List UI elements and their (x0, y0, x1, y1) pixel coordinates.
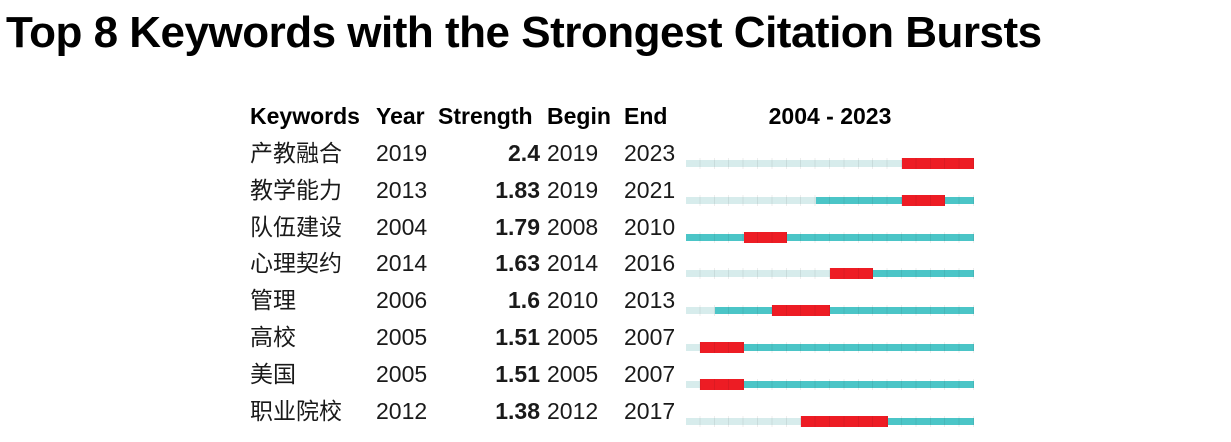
end-cell: 2016 (624, 250, 676, 277)
table-row: 教学能力 2013 1.83 2019 2021 (0, 174, 1231, 211)
table-header-row: Keywords Year Strength Begin End 2004 - … (0, 100, 1231, 137)
burst-segment (902, 158, 974, 169)
strength-cell: 1.79 (495, 213, 540, 240)
timeline-bar (686, 231, 974, 243)
begin-cell: 2008 (547, 213, 599, 240)
column-header-keywords: Keywords (250, 103, 360, 129)
begin-cell: 2010 (547, 287, 599, 314)
active-segment (686, 233, 744, 241)
keyword-cell: 职业院校 (250, 397, 342, 424)
active-segment (743, 344, 974, 351)
strength-cell: 1.51 (495, 360, 540, 387)
strength-cell: 1.83 (495, 176, 540, 203)
active-segment (945, 196, 974, 204)
keyword-cell: 管理 (250, 287, 296, 314)
active-segment (873, 270, 974, 278)
table-row: 高校 2005 1.51 2005 2007 (0, 321, 1231, 358)
inactive-segment (686, 196, 816, 204)
begin-cell: 2014 (547, 250, 599, 277)
inactive-segment (686, 307, 715, 315)
timeline-bar (686, 158, 974, 169)
inactive-segment (686, 270, 830, 278)
active-segment (815, 196, 902, 204)
year-cell: 2012 (376, 397, 428, 424)
column-header-end: End (624, 103, 668, 129)
strength-cell: 1.51 (495, 324, 540, 350)
column-header-year: Year (376, 103, 425, 129)
burst-segment (743, 231, 787, 243)
keyword-cell: 高校 (250, 324, 296, 350)
timeline-bar (686, 268, 974, 280)
burst-segment (700, 378, 744, 390)
table-row: 心理契约 2014 1.63 2014 2016 (0, 247, 1231, 284)
table-row: 美国 2005 1.51 2005 2007 (0, 358, 1231, 395)
year-cell: 2005 (376, 360, 428, 387)
inactive-segment (686, 380, 701, 388)
inactive-segment (686, 344, 701, 351)
keyword-cell: 教学能力 (250, 176, 342, 203)
begin-cell: 2019 (547, 140, 599, 166)
begin-cell: 2005 (547, 360, 599, 387)
keyword-cell: 队伍建设 (250, 213, 342, 240)
end-cell: 2007 (624, 360, 676, 387)
active-segment (714, 307, 773, 315)
begin-cell: 2019 (547, 176, 599, 203)
keyword-cell: 心理契约 (250, 250, 342, 277)
inactive-segment (686, 417, 802, 425)
begin-cell: 2012 (547, 397, 599, 424)
page-title: Top 8 Keywords with the Strongest Citati… (6, 8, 1042, 57)
active-segment (743, 380, 974, 388)
timeline-range-header: 2004 - 2023 (768, 103, 892, 129)
column-header-strength: Strength (438, 103, 533, 129)
end-cell: 2013 (624, 287, 676, 314)
end-cell: 2010 (624, 213, 676, 240)
timeline-bar (686, 378, 974, 390)
timeline-bar (686, 305, 974, 317)
timeline-bar (686, 194, 974, 206)
timeline-bar (686, 342, 974, 353)
burst-segment (902, 194, 946, 206)
table-row: 队伍建设 2004 1.79 2008 2010 (0, 211, 1231, 248)
active-segment (830, 307, 974, 315)
end-cell: 2017 (624, 397, 676, 424)
year-cell: 2014 (376, 250, 428, 277)
year-cell: 2004 (376, 213, 428, 240)
column-header-begin: Begin (547, 103, 611, 129)
end-cell: 2021 (624, 176, 676, 203)
strength-cell: 1.38 (495, 397, 540, 424)
burst-segment (700, 342, 744, 353)
keyword-cell: 产教融合 (250, 140, 342, 166)
table-row: 职业院校 2012 1.38 2012 2017 (0, 395, 1231, 432)
strength-cell: 1.63 (495, 250, 540, 277)
burst-segment (772, 305, 830, 317)
strength-cell: 2.4 (508, 140, 540, 166)
timeline-bar (686, 415, 974, 427)
strength-cell: 1.6 (508, 287, 540, 314)
inactive-segment (686, 160, 902, 167)
active-segment (887, 417, 974, 425)
table-row: 管理 2006 1.6 2010 2013 (0, 284, 1231, 321)
year-cell: 2006 (376, 287, 428, 314)
end-cell: 2023 (624, 140, 676, 166)
keyword-cell: 美国 (250, 360, 296, 387)
begin-cell: 2005 (547, 324, 599, 350)
year-cell: 2019 (376, 140, 428, 166)
table-row: 产教融合 2019 2.4 2019 2023 (0, 137, 1231, 174)
active-segment (786, 233, 974, 241)
burst-segment (801, 415, 888, 427)
year-cell: 2005 (376, 324, 428, 350)
end-cell: 2007 (624, 324, 676, 350)
burst-segment (830, 268, 874, 280)
year-cell: 2013 (376, 176, 428, 203)
